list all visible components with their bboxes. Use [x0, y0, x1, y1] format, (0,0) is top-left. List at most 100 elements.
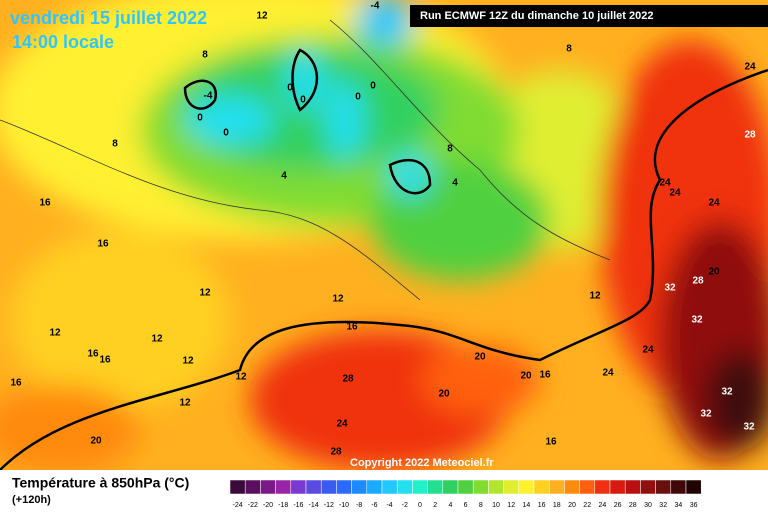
- colorbar-cell: [564, 479, 580, 495]
- colorbar-label: 18: [553, 502, 561, 509]
- contour-label: 32: [691, 315, 703, 326]
- temperature-field: [0, 0, 768, 475]
- colorbar-cell: [229, 479, 246, 495]
- contour-label: 16: [97, 239, 109, 250]
- contour-label: 0: [300, 95, 306, 106]
- colorbar-label: 32: [659, 502, 667, 509]
- colorbar-label: -10: [339, 502, 349, 509]
- contour-label: 12: [256, 11, 268, 22]
- contour-label: 0: [197, 113, 203, 124]
- contour-label: 24: [708, 198, 720, 209]
- contour-label: 16: [10, 378, 22, 389]
- colorbar-label: -22: [248, 502, 258, 509]
- contour-label: 20: [708, 267, 720, 278]
- colorbar-cell: [290, 479, 307, 495]
- colorbar-label: -18: [278, 502, 288, 509]
- contour-label: 16: [39, 198, 51, 209]
- colorbar-label: -16: [293, 502, 303, 509]
- colorbar-label: -24: [233, 502, 243, 509]
- contour-label: 24: [602, 368, 614, 379]
- contour-label: 24: [669, 188, 681, 199]
- colorbar-cell: [275, 479, 292, 495]
- colorbar-cell: [594, 479, 611, 495]
- contour-label: 0: [223, 128, 229, 139]
- contour-label: 16: [539, 370, 551, 381]
- colorbar-label: 26: [614, 502, 622, 509]
- colorbar-cell: [244, 479, 261, 495]
- colorbar-label: -20: [263, 502, 273, 509]
- contour-label: 32: [664, 283, 676, 294]
- contour-label: 8: [566, 44, 572, 55]
- colorbar-cell: [305, 479, 322, 495]
- colorbar-label: 24: [599, 502, 607, 509]
- contour-label: 28: [744, 130, 756, 141]
- colorbar-cell: [412, 479, 428, 495]
- contour-label: 24: [744, 62, 756, 73]
- contour-label: 24: [659, 178, 671, 189]
- contour-label: 8: [112, 139, 118, 150]
- colorbar-cell: [533, 479, 550, 495]
- contour-label: 24: [642, 345, 654, 356]
- colorbar-label: 34: [675, 502, 683, 509]
- contour-label: 12: [589, 291, 601, 302]
- legend-title: Température à 850hPa (°C): [12, 475, 189, 491]
- contour-label: 28: [692, 276, 704, 287]
- colorbar-label: -6: [371, 502, 377, 509]
- contour-label: 12: [332, 294, 344, 305]
- contour-label: 32: [721, 387, 733, 398]
- colorbar-label: 4: [448, 502, 452, 509]
- contour-label: 32: [700, 409, 712, 420]
- colorbar-cell: [503, 479, 520, 495]
- colorbar-cell: [260, 479, 276, 495]
- contour-label: -4: [204, 91, 213, 102]
- colorbar-label: 12: [507, 502, 515, 509]
- colorbar-cell: [624, 479, 641, 495]
- contour-label: 20: [90, 436, 102, 447]
- colorbar-label: -4: [386, 502, 392, 509]
- contour-label: 12: [151, 334, 163, 345]
- contour-label: 20: [520, 371, 532, 382]
- colorbar-cell: [351, 479, 368, 495]
- contour-label: 12: [49, 328, 61, 339]
- run: Run ECMWF 12Z du dimanche 10 juillet 202…: [420, 10, 654, 22]
- colorbar-cell: [396, 479, 413, 495]
- colorbar-cell: [381, 479, 398, 495]
- contour-label: 28: [330, 447, 342, 458]
- contour-label: 16: [545, 437, 557, 448]
- contour-label: 12: [179, 398, 191, 409]
- colorbar-label: 16: [538, 502, 546, 509]
- contour-label: 16: [99, 355, 111, 366]
- time: 14:00 locale: [12, 32, 114, 52]
- contour-label: 12: [199, 288, 211, 299]
- colorbar-cell: [320, 479, 337, 495]
- colorbar-cell: [472, 479, 489, 495]
- colorbar-label: 8: [479, 502, 483, 509]
- contour-label: 4: [281, 171, 287, 182]
- contour-label: -4: [371, 1, 380, 12]
- run-box: [410, 5, 768, 27]
- contour-label: 12: [182, 356, 194, 367]
- contour-label: 12: [235, 372, 247, 383]
- contour-label: 20: [438, 389, 450, 400]
- colorbar-label: 30: [644, 502, 652, 509]
- colorbar-cell: [609, 479, 626, 495]
- colorbar-label: -14: [309, 502, 319, 509]
- colorbar-cell: [457, 479, 474, 495]
- colorbar-cell: [579, 479, 596, 495]
- contour-label: 28: [342, 374, 354, 385]
- contour-label: 16: [346, 322, 358, 333]
- colorbar-cell: [518, 479, 535, 495]
- colorbar-label: 14: [523, 502, 531, 509]
- contour-label: 8: [202, 50, 208, 61]
- date: vendredi 15 juillet 2022: [10, 8, 207, 28]
- contour-label: 4: [452, 178, 458, 189]
- contour-label: 24: [336, 419, 348, 430]
- colorbar-label: 20: [568, 502, 576, 509]
- colorbar-label: 22: [583, 502, 591, 509]
- colorbar-label: 10: [492, 502, 500, 509]
- colorbar-cell: [366, 479, 383, 495]
- colorbar-cell: [427, 479, 444, 495]
- colorbar-cell: [548, 479, 565, 495]
- colorbar-label: 6: [464, 502, 468, 509]
